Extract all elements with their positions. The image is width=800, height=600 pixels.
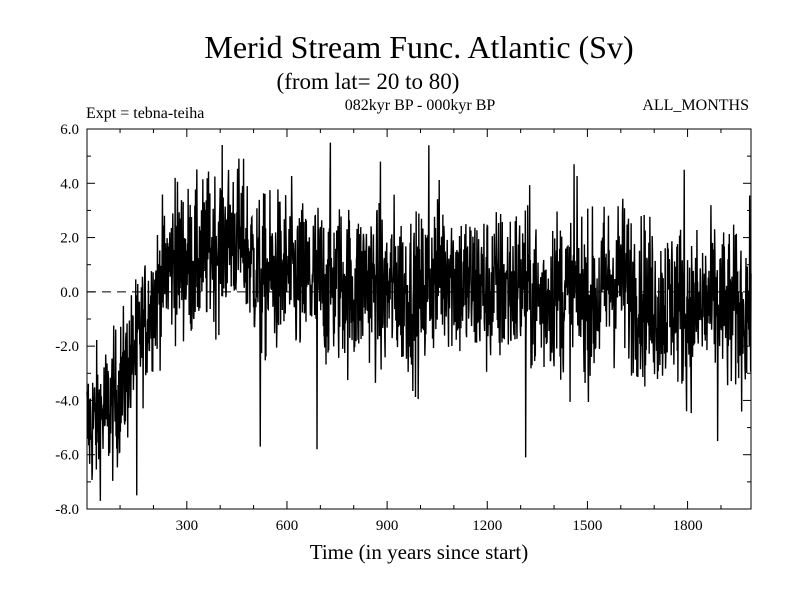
series-line [86, 142, 752, 501]
x-axis-label: Time (in years since start) [310, 540, 529, 564]
y-tick-label: 0.0 [60, 285, 79, 301]
y-axis: -8.0 -6.0 -4.0 -2.0 0.0 2.0 4.0 6.0 [55, 122, 751, 518]
chart-subtitle: (from lat= 20 to 80) [277, 69, 460, 94]
x-tick-label: 600 [276, 518, 299, 534]
x-axis: 300 600 900 1200 1500 1800 [119, 129, 722, 534]
months-label: ALL_MONTHS [642, 97, 749, 114]
expt-label: Expt = tebna-teiha [86, 105, 204, 122]
x-tick-label: 1500 [572, 518, 602, 534]
x-tick-label: 900 [376, 518, 399, 534]
y-tick-label: -2.0 [55, 339, 79, 355]
x-tick-label: 300 [176, 518, 199, 534]
series-group [86, 142, 752, 501]
y-tick-label: 6.0 [60, 122, 79, 138]
y-tick-label: -8.0 [55, 502, 79, 518]
y-tick-label: 2.0 [60, 231, 79, 247]
chart-title: Merid Stream Func. Atlantic (Sv) [204, 29, 633, 65]
period-label: 082kyr BP - 000kyr BP [345, 97, 496, 114]
y-tick-label: -4.0 [55, 393, 79, 409]
x-tick-label: 1200 [472, 518, 502, 534]
y-tick-label: 4.0 [60, 176, 79, 192]
y-tick-label: -6.0 [55, 448, 79, 464]
x-tick-label: 1800 [673, 518, 703, 534]
